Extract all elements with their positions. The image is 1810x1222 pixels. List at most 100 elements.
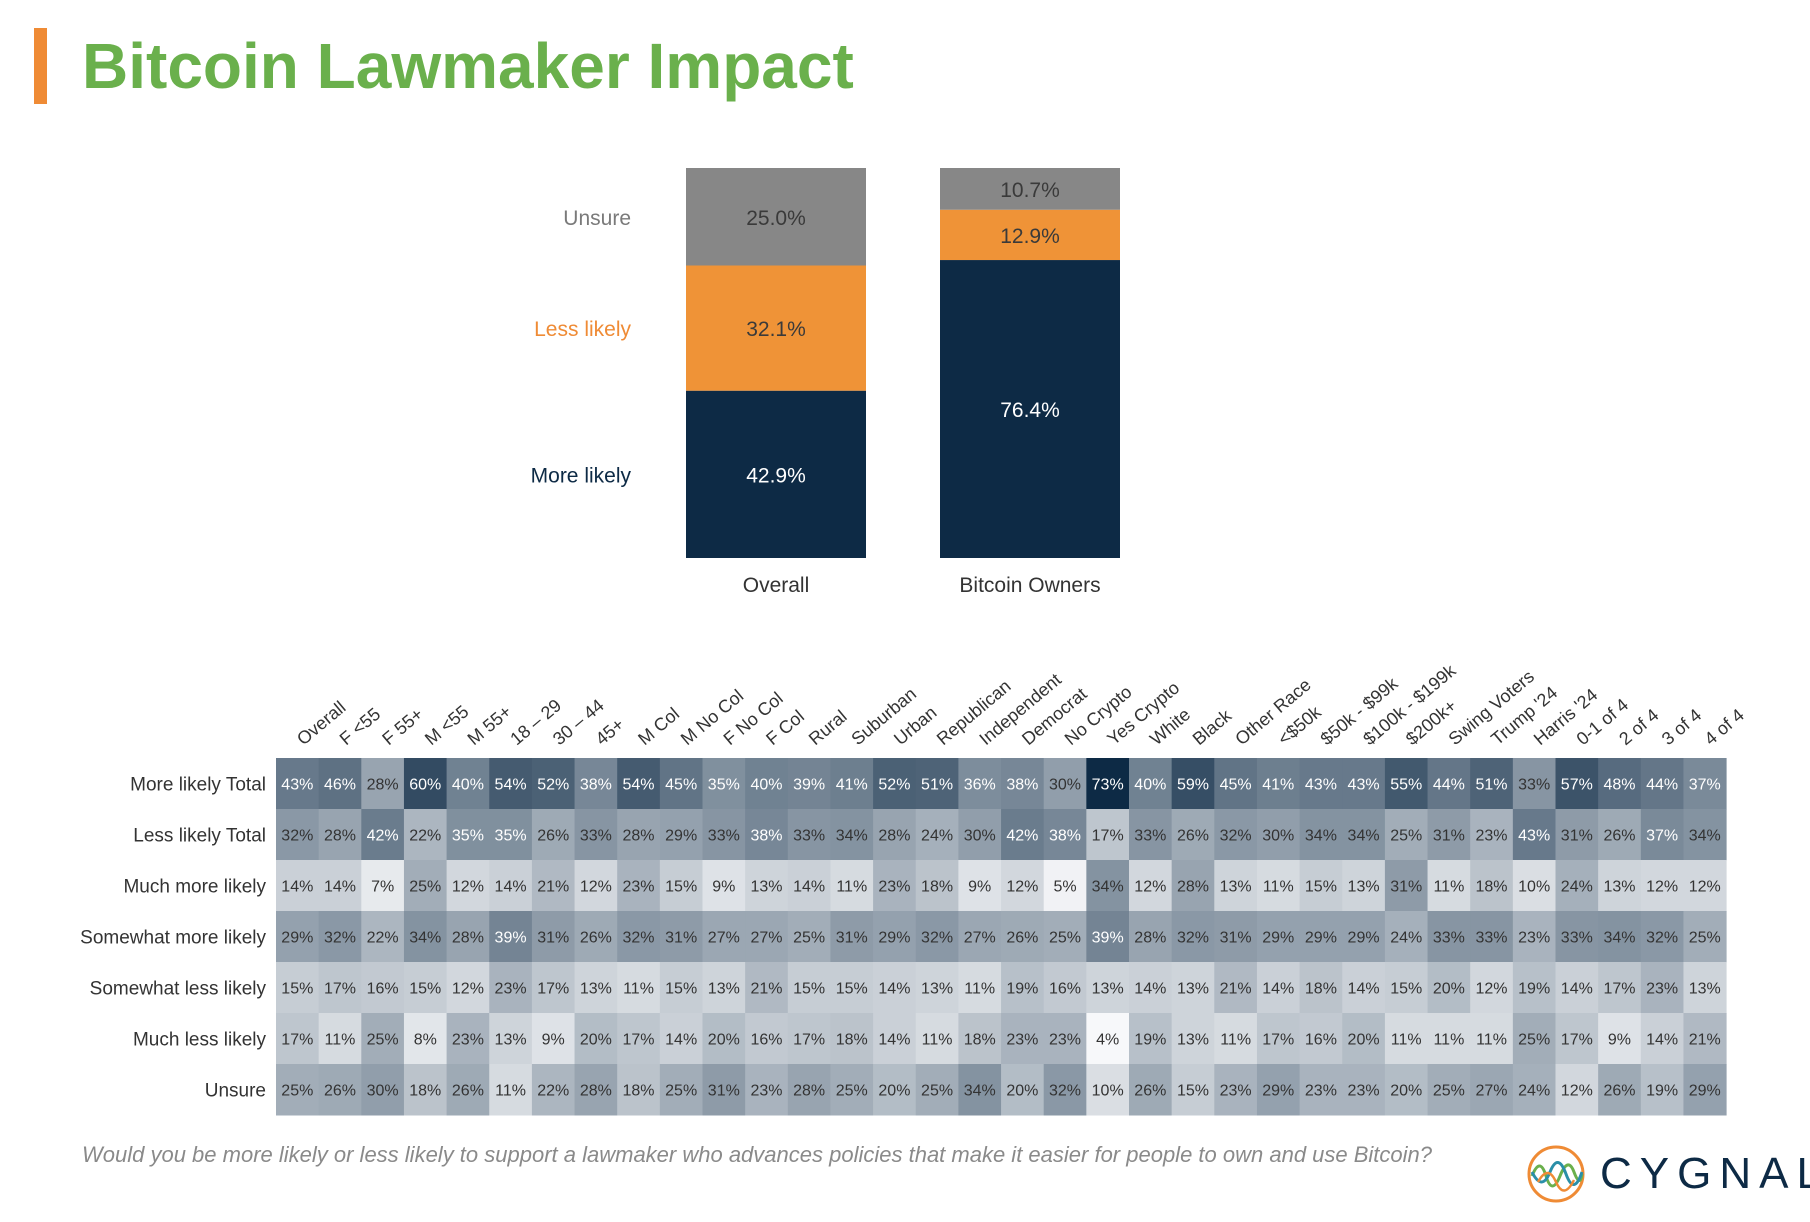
heatmap-cell <box>659 758 703 810</box>
heatmap-cell-value: 31% <box>1220 930 1252 947</box>
heatmap-cell-value: 25% <box>1049 930 1081 947</box>
column-header: F 55+ <box>378 704 427 749</box>
column-header: M 55+ <box>464 701 516 749</box>
bar-value-label: 10.7% <box>1000 179 1060 202</box>
heatmap-cell-value: 16% <box>1305 1032 1337 1049</box>
heatmap-cell-value: 20% <box>1006 1083 1038 1100</box>
heatmap-cell-value: 14% <box>1262 981 1294 998</box>
heatmap-cell <box>1384 1013 1429 1065</box>
heatmap-cell <box>873 860 917 912</box>
heatmap-cell-value: 9% <box>968 879 991 896</box>
heatmap-cell-value: 32% <box>1177 930 1209 947</box>
heatmap-cell <box>276 809 320 861</box>
heatmap-cell <box>1086 758 1130 810</box>
heatmap-cell <box>1470 758 1514 810</box>
heatmap-cell <box>446 860 490 912</box>
heatmap-cell-value: 46% <box>324 777 356 794</box>
heatmap-cell-value: 20% <box>580 1032 612 1049</box>
heatmap-cell-value: 43% <box>281 777 313 794</box>
heatmap-cell <box>1256 809 1301 861</box>
heatmap-cell-value: 23% <box>878 879 910 896</box>
heatmap-cell <box>574 1064 618 1116</box>
heatmap-cell <box>318 809 362 861</box>
heatmap-cell <box>873 1064 917 1116</box>
heatmap-cell <box>531 860 576 912</box>
heatmap-cell <box>1342 860 1386 912</box>
heatmap-cell-value: 31% <box>1390 879 1422 896</box>
heatmap-cell-value: 22% <box>367 930 399 947</box>
page-title: Bitcoin Lawmaker Impact <box>82 30 854 102</box>
heatmap-cell-value: 26% <box>452 1083 484 1100</box>
heatmap-cell-value: 11% <box>836 879 867 896</box>
heatmap-cell-value: 23% <box>1049 1032 1081 1049</box>
heatmap-cell-value: 31% <box>537 930 569 947</box>
heatmap-cell-value: 15% <box>281 981 313 998</box>
heatmap-cell-value: 25% <box>409 879 441 896</box>
heatmap-cell <box>958 1064 1002 1116</box>
heatmap-cell-value: 28% <box>452 930 484 947</box>
heatmap-cell <box>1342 1013 1386 1065</box>
heatmap-cell <box>915 1013 959 1065</box>
heatmap-cell-value: 31% <box>836 930 868 947</box>
heatmap-cell-value: 55% <box>1390 777 1422 794</box>
heatmap-cell-value: 34% <box>964 1083 996 1100</box>
heatmap-cell <box>1683 809 1727 861</box>
heatmap-cell-value: 33% <box>1433 930 1465 947</box>
heatmap-cell-value: 11% <box>922 1032 953 1049</box>
heatmap-cell <box>1555 962 1599 1014</box>
row-label: More likely Total <box>130 775 266 796</box>
heatmap-cell <box>318 962 362 1014</box>
heatmap-cell <box>1171 860 1215 912</box>
heatmap-cell <box>403 860 448 912</box>
heatmap-cell <box>1299 1013 1343 1065</box>
heatmap-cell-value: 34% <box>836 828 868 845</box>
heatmap-cell <box>1470 860 1514 912</box>
heatmap-cell <box>873 962 917 1014</box>
heatmap-cell <box>1171 809 1215 861</box>
heatmap-cell-value: 14% <box>1646 1032 1678 1049</box>
heatmap-cell <box>787 809 831 861</box>
heatmap-cell-value: 15% <box>793 981 825 998</box>
heatmap-cell-value: 14% <box>878 1032 910 1049</box>
heatmap-cell-value: 18% <box>1305 981 1337 998</box>
heatmap-cell-value: 35% <box>708 777 740 794</box>
heatmap-cell <box>1129 911 1173 963</box>
heatmap-cell-value: 14% <box>878 981 910 998</box>
heatmap-cell <box>1598 1064 1642 1116</box>
heatmap-cell <box>617 962 661 1014</box>
heatmap-cell-value: 33% <box>1476 930 1508 947</box>
heatmap-cell <box>873 1013 917 1065</box>
bar-value-label: 12.9% <box>1000 225 1060 248</box>
heatmap-cell <box>830 809 874 861</box>
heatmap-cell-value: 43% <box>1518 828 1550 845</box>
heatmap-cell <box>489 1064 533 1116</box>
heatmap-cell <box>958 758 1002 810</box>
heatmap-cell-value: 26% <box>1603 1083 1635 1100</box>
heatmap-cell <box>1384 758 1429 810</box>
heatmap-cell <box>1683 1064 1727 1116</box>
heatmap-cell-value: 29% <box>1262 930 1294 947</box>
heatmap-cell <box>915 1064 959 1116</box>
heatmap-cell-value: 32% <box>281 828 313 845</box>
heatmap-cell-value: 17% <box>1262 1032 1294 1049</box>
legend-label: Unsure <box>563 207 631 230</box>
heatmap-cell-value: 11% <box>1433 879 1464 896</box>
heatmap-cell-value: 44% <box>1646 777 1678 794</box>
heatmap-cell <box>1427 758 1471 810</box>
heatmap-cell <box>1342 911 1386 963</box>
heatmap-cell <box>1129 1013 1173 1065</box>
heatmap-cell <box>1427 911 1471 963</box>
heatmap-cell-value: 34% <box>1689 828 1721 845</box>
heatmap-cell-value: 14% <box>1561 981 1593 998</box>
heatmap-cell <box>574 911 618 963</box>
legend-label: More likely <box>531 464 632 487</box>
heatmap-cell <box>1640 809 1684 861</box>
heatmap-cell-value: 11% <box>964 981 995 998</box>
heatmap-cell <box>1640 758 1684 810</box>
heatmap-cell <box>403 962 448 1014</box>
heatmap-cell <box>1342 758 1386 810</box>
heatmap-cell <box>574 860 618 912</box>
heatmap-cell <box>1086 962 1130 1014</box>
bar-segment <box>940 260 1120 558</box>
heatmap-cell <box>787 860 831 912</box>
